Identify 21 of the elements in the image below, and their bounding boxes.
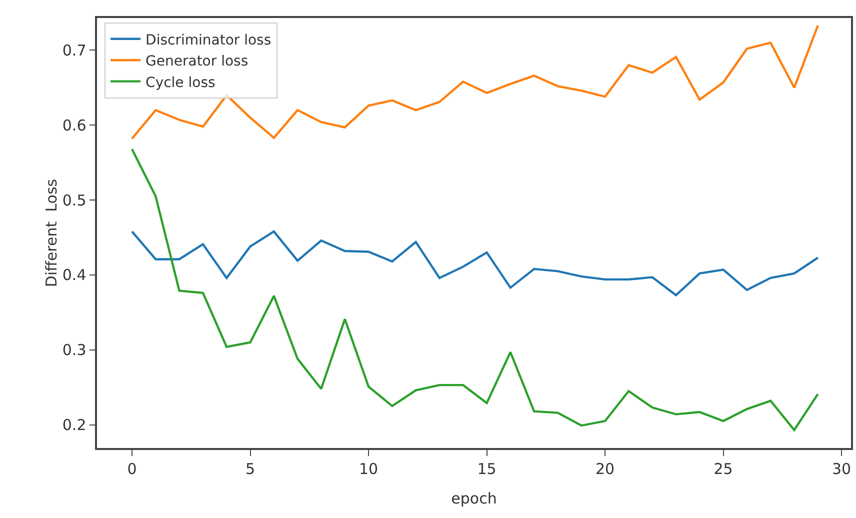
x-tick-label: 10 xyxy=(358,460,378,478)
y-tick-label: 0.5 xyxy=(62,191,86,210)
y-tick-label: 0.2 xyxy=(62,416,86,434)
x-tick-label: 15 xyxy=(477,460,496,478)
x-tick-label: 30 xyxy=(832,460,852,478)
y-axis-title: Different Loss xyxy=(42,178,60,288)
y-tick-label: 0.3 xyxy=(62,341,86,360)
y-tick-label: 0.4 xyxy=(62,266,86,284)
line-series xyxy=(130,148,819,432)
x-tick-label: 5 xyxy=(245,460,256,478)
legend-label: Cycle loss xyxy=(146,74,216,91)
x-tick-label: 25 xyxy=(714,460,733,478)
line-series xyxy=(130,230,819,296)
x-tick-label: 0 xyxy=(127,460,137,478)
legend-label: Generator loss xyxy=(146,54,248,70)
y-tick-label: 0.6 xyxy=(62,116,86,134)
legend-label: Discriminator loss xyxy=(146,32,272,48)
y-tick-label: 0.7 xyxy=(62,41,86,60)
line-series xyxy=(130,24,819,140)
x-axis-title: epoch xyxy=(451,490,497,508)
x-tick-label: 20 xyxy=(595,460,615,478)
